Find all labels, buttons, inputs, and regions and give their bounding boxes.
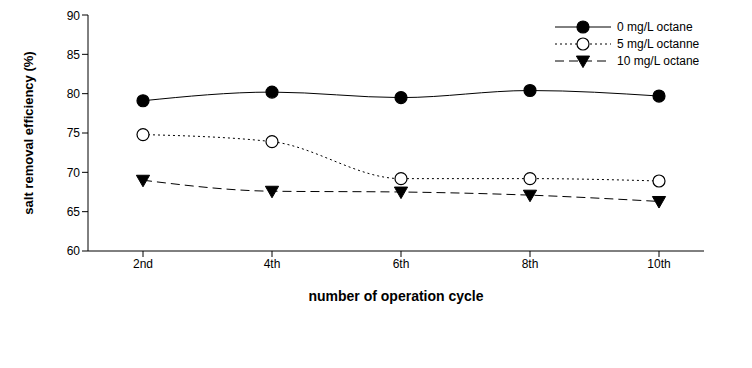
html-text:5 mg/L octanne: 5 mg/L octanne bbox=[617, 36, 700, 51]
svg-text:4th: 4th bbox=[264, 257, 281, 271]
html-text:0 mg/L octane: 0 mg/L octane bbox=[617, 19, 693, 34]
svg-text:65: 65 bbox=[67, 205, 81, 219]
svg-text:75: 75 bbox=[67, 126, 81, 140]
svg-text:10th: 10th bbox=[647, 257, 670, 271]
svg-text:8th: 8th bbox=[522, 257, 539, 271]
svg-text:70: 70 bbox=[67, 166, 81, 180]
html-text:10 mg/L octane: 10 mg/L octane bbox=[617, 53, 700, 68]
svg-text:6th: 6th bbox=[393, 257, 410, 271]
svg-text:2nd: 2nd bbox=[133, 257, 153, 271]
svg-text:90: 90 bbox=[67, 9, 81, 23]
svg-text:salt removal efficiency (%): salt removal efficiency (%) bbox=[21, 51, 36, 214]
svg-text:80: 80 bbox=[67, 87, 81, 101]
svg-text:number of operation cycle: number of operation cycle bbox=[308, 288, 483, 304]
svg-text:60: 60 bbox=[67, 244, 81, 258]
svg-text:85: 85 bbox=[67, 48, 81, 62]
